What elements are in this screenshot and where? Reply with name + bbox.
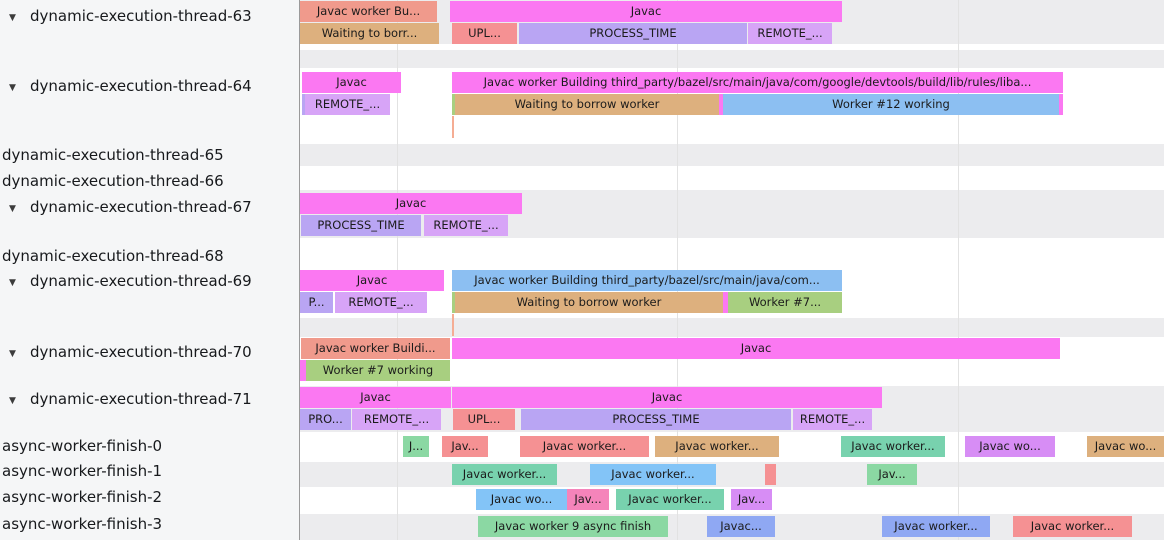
trace-event-bar[interactable]: Javac bbox=[300, 387, 451, 408]
trace-event-bar[interactable]: Javac worker... bbox=[616, 489, 724, 510]
trace-event-bar[interactable]: Javac worker 9 async finish bbox=[478, 516, 668, 537]
trace-event-bar[interactable]: UPL... bbox=[452, 23, 517, 44]
track-name: dynamic-execution-thread-64 bbox=[30, 77, 252, 95]
collapse-triangle-icon[interactable]: ▼ bbox=[9, 13, 16, 23]
trace-event-bar[interactable]: Javac worker... bbox=[841, 436, 945, 457]
sidebar-item-dynamic-execution-thread-69[interactable]: ▼ dynamic-execution-thread-69 bbox=[0, 271, 298, 291]
track-name: dynamic-execution-thread-65 bbox=[2, 146, 224, 164]
trace-event-bar[interactable] bbox=[302, 94, 305, 115]
trace-event-bar[interactable] bbox=[300, 360, 306, 381]
collapse-triangle-icon[interactable]: ▼ bbox=[9, 396, 16, 406]
trace-event-bar[interactable]: Waiting to borrow worker bbox=[455, 292, 723, 313]
trace-event-bar[interactable]: Javac bbox=[300, 270, 444, 291]
trace-event-bar[interactable]: P... bbox=[300, 292, 333, 313]
sidebar-item-async-worker-finish-0[interactable]: async-worker-finish-0 bbox=[0, 436, 298, 456]
trace-event-bar[interactable]: Javac bbox=[452, 338, 1060, 359]
sidebar-item-dynamic-execution-thread-71[interactable]: ▼ dynamic-execution-thread-71 bbox=[0, 389, 298, 409]
trace-event-bar[interactable]: Worker #7... bbox=[728, 292, 842, 313]
trace-event-bar[interactable]: J... bbox=[403, 436, 429, 457]
track-name: async-worker-finish-0 bbox=[2, 437, 163, 455]
track-name: dynamic-execution-thread-68 bbox=[2, 247, 224, 265]
trace-event-bar[interactable]: Javac worker... bbox=[882, 516, 990, 537]
sidebar-item-dynamic-execution-thread-67[interactable]: ▼ dynamic-execution-thread-67 bbox=[0, 197, 298, 217]
trace-event-bar[interactable]: Javac worker Bu... bbox=[300, 1, 437, 22]
time-gridline bbox=[958, 0, 959, 540]
collapse-triangle-icon[interactable]: ▼ bbox=[9, 204, 16, 214]
trace-event-bar[interactable]: Jav... bbox=[867, 464, 917, 485]
trace-event-bar[interactable]: Jav... bbox=[567, 489, 609, 510]
track-name: dynamic-execution-thread-71 bbox=[30, 390, 252, 408]
trace-event-bar[interactable]: Javac worker Buildi... bbox=[301, 338, 450, 359]
trace-event-bar[interactable]: Javac wo... bbox=[1087, 436, 1164, 457]
trace-event-bar[interactable]: REMOTE_... bbox=[305, 94, 390, 115]
collapse-triangle-icon[interactable]: ▼ bbox=[9, 278, 16, 288]
track-name: async-worker-finish-1 bbox=[2, 462, 163, 480]
trace-event-bar[interactable]: PROCESS_TIME bbox=[521, 409, 791, 430]
trace-event-bar[interactable]: Jav... bbox=[442, 436, 488, 457]
trace-event-bar[interactable] bbox=[719, 94, 723, 115]
sidebar-item-dynamic-execution-thread-63[interactable]: ▼ dynamic-execution-thread-63 bbox=[0, 6, 298, 26]
trace-event-bar[interactable]: Javac wo... bbox=[476, 489, 567, 510]
trace-event-bar[interactable]: REMOTE_... bbox=[424, 215, 508, 236]
trace-event-bar[interactable]: Javac bbox=[450, 1, 842, 22]
trace-event-bar[interactable]: PROCESS_TIME bbox=[301, 215, 421, 236]
track-name: dynamic-execution-thread-63 bbox=[30, 7, 252, 25]
trace-event-bar[interactable]: Javac bbox=[300, 193, 522, 214]
trace-event-bar[interactable]: REMOTE_... bbox=[793, 409, 872, 430]
track-name: dynamic-execution-thread-69 bbox=[30, 272, 252, 290]
trace-event-bar[interactable]: Javac worker Building third_party/bazel/… bbox=[452, 270, 842, 291]
trace-event-bar[interactable] bbox=[452, 94, 455, 115]
collapse-triangle-icon[interactable]: ▼ bbox=[9, 349, 16, 359]
trace-event-bar[interactable]: Javac wo... bbox=[965, 436, 1055, 457]
trace-event-bar[interactable]: Javac bbox=[452, 387, 882, 408]
sidebar-item-dynamic-execution-thread-70[interactable]: ▼ dynamic-execution-thread-70 bbox=[0, 342, 298, 362]
collapse-triangle-icon[interactable]: ▼ bbox=[9, 83, 16, 93]
row-band bbox=[300, 462, 1164, 487]
sidebar-item-dynamic-execution-thread-64[interactable]: ▼ dynamic-execution-thread-64 bbox=[0, 76, 298, 96]
track-name: async-worker-finish-3 bbox=[2, 515, 163, 533]
instant-event-marker bbox=[452, 116, 454, 138]
trace-event-bar[interactable] bbox=[1059, 94, 1063, 115]
trace-event-bar[interactable] bbox=[765, 464, 776, 485]
trace-event-bar[interactable]: Javac bbox=[302, 72, 401, 93]
trace-event-bar[interactable]: Worker #12 working bbox=[723, 94, 1059, 115]
instant-event-marker bbox=[452, 314, 454, 336]
trace-event-bar[interactable]: REMOTE_... bbox=[352, 409, 441, 430]
trace-event-bar[interactable]: Javac worker... bbox=[1013, 516, 1132, 537]
track-name: dynamic-execution-thread-66 bbox=[2, 172, 224, 190]
row-band bbox=[300, 50, 1164, 68]
trace-event-bar[interactable]: REMOTE_... bbox=[748, 23, 832, 44]
trace-event-bar[interactable]: Worker #7 working bbox=[306, 360, 450, 381]
trace-event-bar[interactable]: Javac worker... bbox=[655, 436, 779, 457]
trace-event-bar[interactable]: Waiting to borr... bbox=[300, 23, 439, 44]
trace-event-bar[interactable]: PRO... bbox=[300, 409, 351, 430]
sidebar-item-async-worker-finish-1[interactable]: async-worker-finish-1 bbox=[0, 461, 298, 481]
trace-event-bar[interactable] bbox=[723, 292, 728, 313]
track-name: dynamic-execution-thread-70 bbox=[30, 343, 252, 361]
sidebar-item-dynamic-execution-thread-68[interactable]: dynamic-execution-thread-68 bbox=[0, 246, 298, 266]
thread-list-sidebar: ▼ dynamic-execution-thread-63 ▼ dynamic-exe… bbox=[0, 0, 300, 540]
track-name: async-worker-finish-2 bbox=[2, 488, 163, 506]
trace-event-bar[interactable]: Javac worker... bbox=[452, 464, 557, 485]
trace-event-bar[interactable]: Waiting to borrow worker bbox=[455, 94, 719, 115]
trace-event-bar[interactable]: Jav... bbox=[731, 489, 772, 510]
sidebar-item-dynamic-execution-thread-66[interactable]: dynamic-execution-thread-66 bbox=[0, 171, 298, 191]
row-band bbox=[300, 318, 1164, 337]
sidebar-item-async-worker-finish-3[interactable]: async-worker-finish-3 bbox=[0, 514, 298, 534]
trace-event-bar[interactable]: Javac... bbox=[707, 516, 775, 537]
trace-event-bar[interactable]: PROCESS_TIME bbox=[519, 23, 747, 44]
trace-event-bar[interactable]: Javac worker... bbox=[520, 436, 649, 457]
sidebar-item-async-worker-finish-2[interactable]: async-worker-finish-2 bbox=[0, 487, 298, 507]
trace-event-bar[interactable] bbox=[452, 292, 455, 313]
trace-event-bar[interactable]: Javac worker... bbox=[590, 464, 716, 485]
trace-event-bar[interactable]: REMOTE_... bbox=[335, 292, 427, 313]
trace-event-bar[interactable]: UPL... bbox=[453, 409, 515, 430]
track-name: dynamic-execution-thread-67 bbox=[30, 198, 252, 216]
trace-event-bar[interactable]: Javac worker Building third_party/bazel/… bbox=[452, 72, 1063, 93]
sidebar-item-dynamic-execution-thread-65[interactable]: dynamic-execution-thread-65 bbox=[0, 145, 298, 165]
row-band bbox=[300, 144, 1164, 166]
